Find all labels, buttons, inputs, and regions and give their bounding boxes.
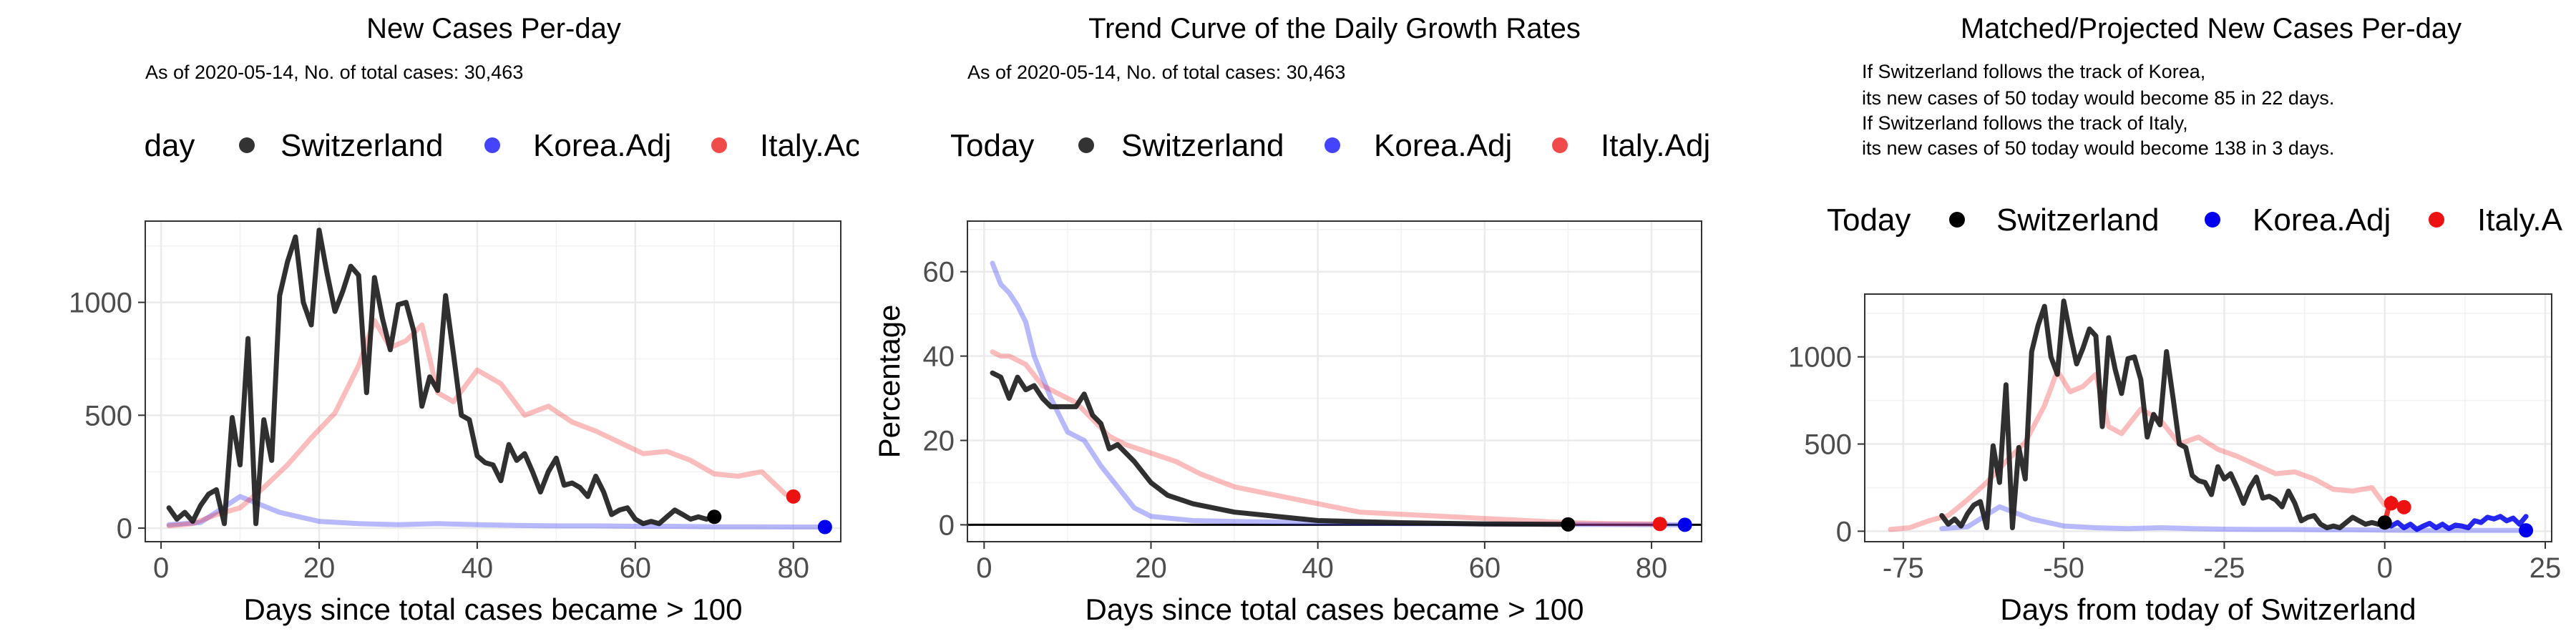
panel-1-series-italy-adj <box>166 318 789 529</box>
panel-2-plot-border <box>967 220 1702 542</box>
panel-1-x-tick-label: 20 <box>303 552 336 584</box>
panel-1-plot-area <box>145 221 841 542</box>
panel-2-plot-area <box>967 221 1702 542</box>
panel-2-subtitle: As of 2020-05-14, No. of total cases: 30… <box>967 62 1345 83</box>
panel-3-series-switzerland <box>1939 298 2388 530</box>
panel-3-legend-dot-korea <box>2205 212 2220 228</box>
panel-3-y-tick-label: 1000 <box>1788 342 1852 374</box>
panel-3-endpoint-korea-adj <box>2519 523 2534 538</box>
panel-2-x-tick-label: 80 <box>1636 552 1668 584</box>
panel-1-y-tick-label: 500 <box>84 400 132 431</box>
panel-3: Matched/Projected New Cases Per-day If S… <box>1788 13 2563 626</box>
panel-3-x-tick-label: 25 <box>2529 552 2562 584</box>
panel-1-legend-label-switzerland: Switzerland <box>280 128 443 163</box>
panel-1: New Cases Per-day As of 2020-05-14, No. … <box>69 13 861 626</box>
panel-1-x-tick-label: 0 <box>153 552 169 584</box>
panel-1-endpoint-korea-adj <box>817 519 832 535</box>
panel-2-x-tick-label: 60 <box>1469 552 1501 584</box>
panel-1-x-axis-title: Days since total cases became > 100 <box>244 592 743 626</box>
panel-2-endpoint-korea-adj <box>1677 517 1692 532</box>
panel-2-x-tick-label: 20 <box>1135 552 1167 584</box>
panel-3-x-tick-label: -50 <box>2043 552 2084 584</box>
panel-3-legend-dot-italy <box>2429 212 2444 228</box>
panel-3-subtitle-line-2: its new cases of 50 today would become 8… <box>1862 87 2334 109</box>
panel-1-series-korea-adj <box>166 494 828 530</box>
panel-2-y-axis-title: Percentage <box>872 305 906 459</box>
panel-1-legend-dot-korea <box>484 137 500 153</box>
panel-2-endpoint-italy-adj <box>1652 517 1667 532</box>
panel-3-title: Matched/Projected New Cases Per-day <box>1961 13 2462 44</box>
panel-3-x-axis-title: Days from today of Switzerland <box>2000 592 2416 626</box>
panel-1-x-tick-label: 80 <box>777 552 809 584</box>
panel-1-y-tick-label: 0 <box>117 513 132 545</box>
panel-1-x-tick-label: 40 <box>462 552 494 584</box>
panel-2-legend-label-switzerland: Switzerland <box>1121 128 1284 163</box>
panel-1-legend-dot-italy <box>711 137 727 153</box>
panel-1-series-switzerland <box>166 228 717 527</box>
panel-2-legend-title: Today <box>950 128 1034 163</box>
panel-2-legend: Today Switzerland Korea.Adj Italy.Adj <box>950 128 1710 163</box>
panel-1-subtitle: As of 2020-05-14, No. of total cases: 30… <box>145 62 523 83</box>
panel-3-series-italy-adj <box>1888 368 2388 532</box>
panel-2-legend-dot-italy <box>1552 137 1568 153</box>
panel-1-legend-label-italy: Italy.Ac <box>760 128 861 163</box>
panel-3-legend: Today Switzerland Korea.Adj Italy.A <box>1827 203 2563 238</box>
panel-1-title: New Cases Per-day <box>366 13 621 44</box>
panel-3-legend-dot-switzerland <box>1949 212 1965 228</box>
panel-3-x-tick-label: -25 <box>2204 552 2245 584</box>
panel-2-y-tick-label: 20 <box>923 426 955 457</box>
panel-1-endpoint-italy-adj <box>786 489 801 504</box>
panel-3-legend-label-italy: Italy.A <box>2477 203 2563 238</box>
panel-2-x-tick-label: 0 <box>976 552 992 584</box>
panel-2-endpoint-switzerland <box>1561 517 1576 532</box>
panel-3-plot-border <box>1864 293 2552 542</box>
panel-1-legend-label-korea: Korea.Adj <box>533 128 671 163</box>
panel-3-subtitle-line-4: its new cases of 50 today would become 1… <box>1862 137 2334 159</box>
panel-3-endpoint-switzerland <box>2377 515 2392 530</box>
panel-3-y-tick-label: 500 <box>1804 429 1852 461</box>
panel-3-legend-label-switzerland: Switzerland <box>1996 203 2159 238</box>
panel-3-endpoint-italy-adj <box>2384 496 2399 511</box>
panel-3-series-korea-adj-projected <box>2382 514 2529 532</box>
panel-2-legend-dot-korea <box>1324 137 1340 153</box>
panel-3-endpoint-italy-adj <box>2396 499 2411 514</box>
panel-3-legend-title: Today <box>1827 203 1911 238</box>
panel-1-legend-title: Today <box>111 128 195 163</box>
panel-2-y-tick-label: 0 <box>939 509 955 541</box>
panel-3-plot-area <box>1865 294 2552 542</box>
panel-2-legend-dot-switzerland <box>1078 137 1094 153</box>
panel-2-title: Trend Curve of the Daily Growth Rates <box>1088 13 1581 44</box>
panel-3-legend-label-korea: Korea.Adj <box>2253 203 2391 238</box>
panel-2-series-italy-adj <box>990 349 1663 527</box>
panel-3-x-tick-label: -75 <box>1883 552 1924 584</box>
panel-3-subtitle-line-3: If Switzerland follows the track of Ital… <box>1862 112 2188 134</box>
panel-2-legend-label-italy: Italy.Adj <box>1601 128 1710 163</box>
panel-1-legend: Today Switzerland Korea.Adj Italy.Ac <box>111 128 861 163</box>
panel-2: Trend Curve of the Daily Growth Rates As… <box>872 13 1710 626</box>
panel-2-series-switzerland <box>990 370 1571 527</box>
panel-2-x-axis-title: Days since total cases became > 100 <box>1085 592 1584 626</box>
panel-1-endpoint-switzerland <box>707 509 722 525</box>
panel-1-x-tick-label: 60 <box>620 552 652 584</box>
panel-3-x-tick-label: 0 <box>2377 552 2393 584</box>
panel-2-y-tick-label: 60 <box>923 257 955 288</box>
panel-3-subtitle-line-1: If Switzerland follows the track of Kore… <box>1862 61 2205 82</box>
panel-2-y-tick-label: 40 <box>923 341 955 373</box>
panel-2-x-tick-label: 40 <box>1302 552 1334 584</box>
panel-1-y-tick-label: 1000 <box>69 288 132 319</box>
panel-1-legend-dot-switzerland <box>239 137 255 153</box>
panel-2-legend-label-korea: Korea.Adj <box>1374 128 1512 163</box>
panel-3-y-tick-label: 0 <box>1836 516 1852 547</box>
panel-1-plot-border <box>145 220 841 542</box>
